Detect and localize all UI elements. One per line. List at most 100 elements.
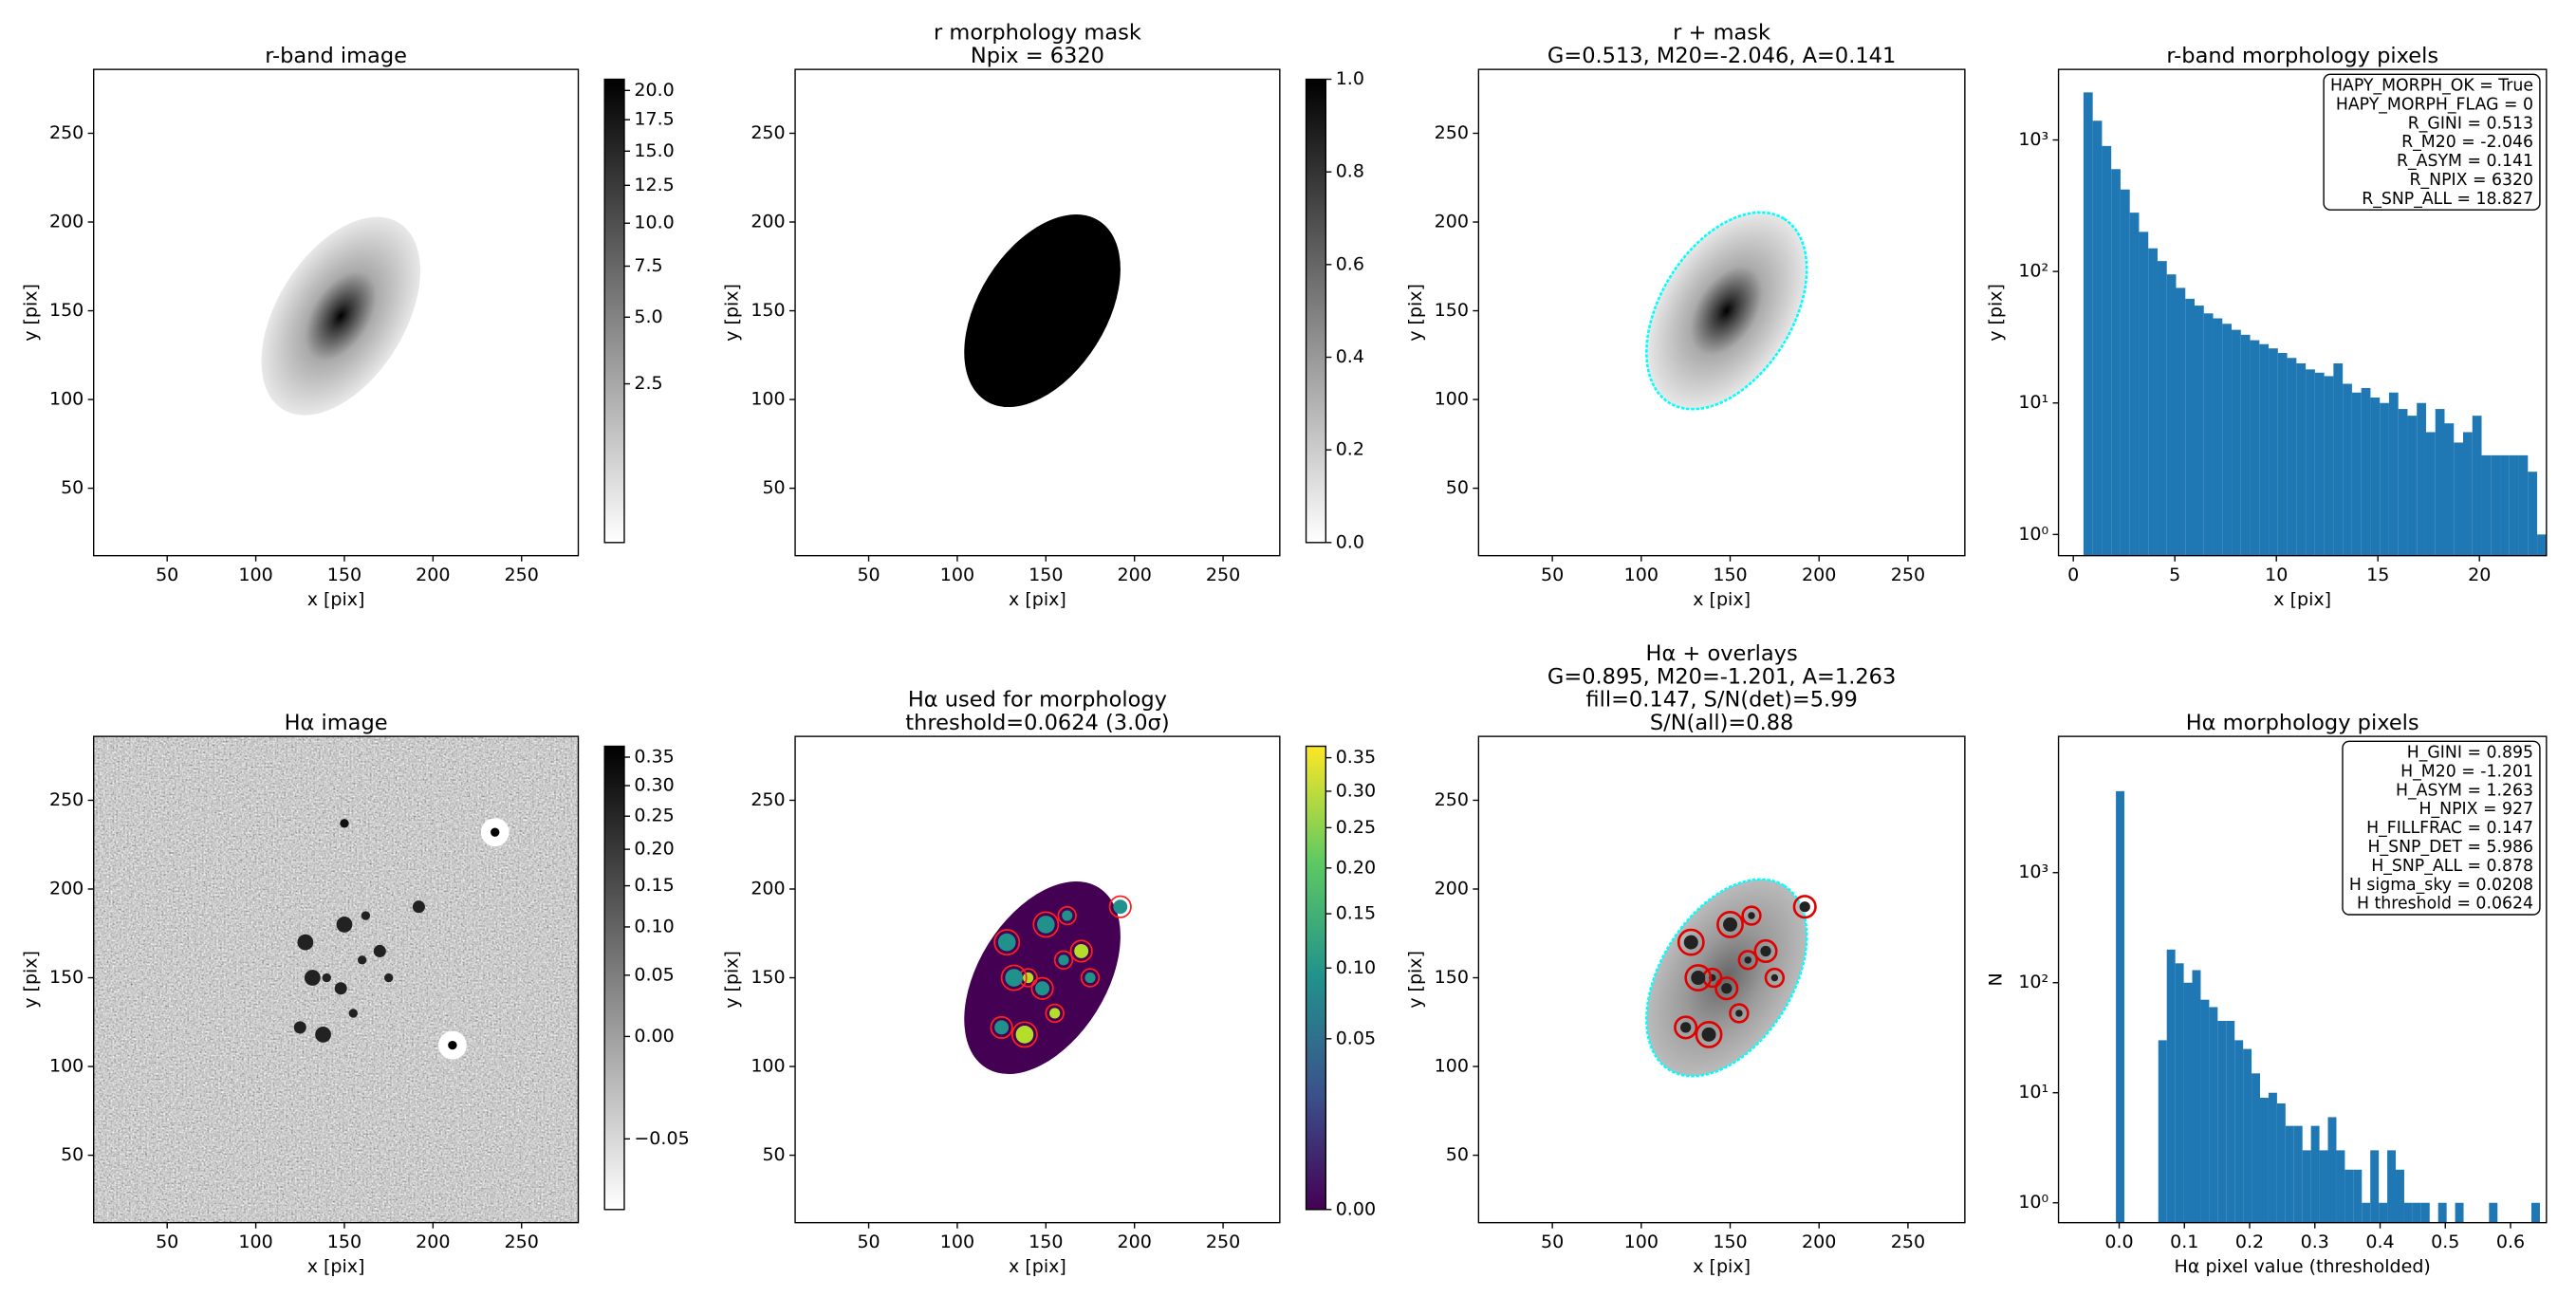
colorbar-tick-label: 0.05	[1336, 1028, 1376, 1048]
panel: Hα image 50 100 150 200 250 50 100 150 200 250 x [p…	[20, 711, 689, 1277]
histogram-bar	[2116, 790, 2125, 1223]
colorbar-tick-label: 0.25	[634, 806, 674, 826]
histogram-bar	[2268, 1092, 2277, 1223]
histogram-bar	[2259, 343, 2270, 556]
image-feature	[1723, 917, 1738, 932]
image-feature	[1032, 911, 1060, 938]
y-tick-label: 10³	[2018, 862, 2048, 882]
x-tick-label: 50	[1541, 565, 1564, 585]
y-tick-label: 150	[751, 967, 785, 988]
y-tick-label: 10¹	[2018, 1082, 2048, 1102]
x-tick-label: 200	[1802, 565, 1836, 585]
annotation-line: H_SNP_ALL = 0.878	[2371, 857, 2533, 876]
annotation-line: H_NPIX = 927	[2418, 800, 2532, 819]
image-feature	[1057, 905, 1077, 926]
annotation-frame	[2323, 73, 2541, 211]
y-tick-label: 250	[751, 122, 785, 143]
colorbar-tick-label: 0.8	[1336, 161, 1364, 182]
x-tick-label: 250	[505, 1232, 539, 1252]
colorbar-tick-label: −0.05	[634, 1128, 689, 1149]
x-tick-label: 150	[327, 1232, 361, 1252]
histogram-bar	[2396, 1169, 2404, 1223]
y-tick-label: 50	[1446, 477, 1469, 498]
y-tick-label: 150	[49, 300, 83, 321]
histogram-bar	[2537, 534, 2547, 556]
y-axis-label: y [pix]	[722, 284, 743, 342]
colorbar-tick-label: 7.5	[634, 255, 662, 276]
histogram-bar	[2310, 1125, 2320, 1223]
y-tick-label: 200	[751, 212, 785, 232]
x-tick-label: 100	[940, 1232, 974, 1252]
x-axis-label: x [pix]	[1009, 589, 1066, 610]
image-feature	[964, 214, 1121, 408]
y-tick-label: 250	[49, 789, 83, 810]
x-tick-label: 150	[1713, 1232, 1747, 1252]
image-feature	[1680, 1022, 1692, 1033]
x-tick-label: 20	[2468, 565, 2491, 585]
histogram-bar	[2454, 442, 2464, 556]
x-tick-label: 0.5	[2431, 1232, 2459, 1252]
histogram-bar	[2412, 1202, 2421, 1223]
annotation-line: H_ASYM = 1.263	[2396, 781, 2533, 800]
panel: r-band morphology pixels HAPY_MORPH_OK = …	[1985, 44, 2548, 610]
panel-title: Hα used for morphology	[908, 688, 1167, 713]
colorbar-tick-label: 0.30	[1336, 780, 1376, 801]
image-feature	[315, 1026, 331, 1043]
annotation-line: R_NPIX = 6320	[2409, 171, 2533, 190]
x-tick-label: 200	[1118, 1232, 1152, 1252]
y-tick-label: 150	[1435, 967, 1469, 988]
axes-frame	[93, 735, 580, 1224]
panel-title: Hα morphology pixels	[2186, 711, 2419, 735]
annotation-line: H_FILLFRAC = 0.147	[2366, 819, 2533, 838]
image-feature	[1010, 1021, 1038, 1048]
y-tick-label: 100	[49, 389, 83, 410]
colorbar	[603, 78, 625, 544]
axes-frame	[794, 68, 1281, 557]
panel-title: Hα image	[285, 711, 388, 735]
image-feature	[1084, 972, 1096, 984]
colorbar	[603, 745, 625, 1211]
image-feature	[990, 1015, 1013, 1039]
histogram-bar	[2344, 1169, 2354, 1223]
image-feature	[1062, 910, 1073, 921]
y-tick-label: 100	[751, 389, 785, 410]
annotation-line: H_SNP_DET = 5.986	[2367, 838, 2532, 857]
panel-title: threshold=0.0624 (3.0σ)	[905, 711, 1169, 735]
colorbar-tick-label: 2.5	[634, 373, 662, 394]
histogram-bar	[2285, 1125, 2294, 1223]
x-tick-label: 50	[857, 565, 880, 585]
histogram-bar	[2158, 1040, 2167, 1223]
y-axis-label: N	[1985, 973, 2006, 986]
colorbar-tick-label: 0.35	[1336, 747, 1376, 768]
panel-title: G=0.513, M20=-2.046, A=0.141	[1547, 44, 1896, 68]
image-feature	[1645, 211, 1808, 411]
x-axis-label: x [pix]	[2273, 589, 2331, 610]
histogram-bar	[2388, 392, 2399, 556]
annotation-line: R_ASYM = 0.141	[2397, 152, 2533, 171]
panel-title: r morphology mask	[934, 21, 1141, 46]
histogram-bar	[2370, 1150, 2380, 1223]
annotation-line: R_SNP_ALL = 18.827	[2362, 190, 2533, 209]
image-feature	[261, 216, 420, 416]
y-tick-label: 10¹	[2018, 392, 2048, 413]
histogram-bar	[2213, 318, 2223, 556]
image-feature	[1674, 1015, 1698, 1040]
panel: Hα morphology pixels H_GINI = 0.895H_M20 …	[1985, 711, 2548, 1277]
image-feature	[1058, 954, 1069, 966]
y-tick-label: 150	[1435, 300, 1469, 321]
axes-frame	[794, 735, 1281, 1224]
histogram-bar	[2111, 169, 2121, 556]
image-feature	[412, 900, 425, 914]
image-feature	[1023, 972, 1034, 984]
annotation-frame	[2342, 740, 2541, 916]
colorbar-tick-label: 0.6	[1336, 253, 1364, 274]
image-feature	[297, 934, 314, 951]
y-tick-label: 200	[49, 879, 83, 899]
x-tick-label: 50	[857, 1232, 880, 1252]
y-tick-label: 100	[1435, 1056, 1469, 1077]
histogram-bar	[2417, 402, 2426, 556]
